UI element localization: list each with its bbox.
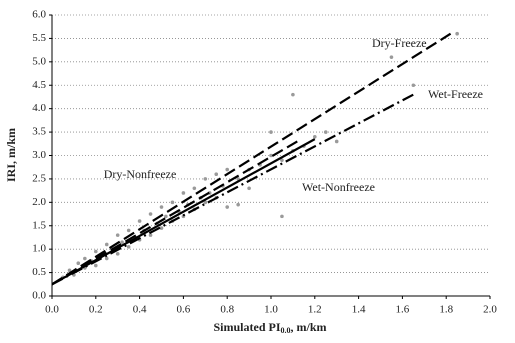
point (67, 268, 72, 273)
x-tick-label: 1.6 (396, 304, 410, 316)
point (225, 205, 229, 209)
x-tick-label: 0.8 (220, 304, 234, 316)
y-tick-label: 4.5 (32, 79, 46, 91)
point (115, 252, 120, 256)
point (280, 158, 284, 162)
y-tick-label: 3.0 (32, 149, 46, 161)
y-tick-label: 5.0 (32, 55, 46, 67)
y-axis-title: IRI, m/km (4, 128, 18, 182)
y-tick-label: 0.5 (32, 266, 46, 278)
x-title-main: Simulated PI (213, 320, 280, 334)
point (94, 249, 98, 254)
point (159, 226, 164, 230)
point (411, 83, 416, 88)
y-tick-label: 4.0 (32, 102, 46, 114)
point (269, 130, 273, 134)
point (280, 214, 284, 219)
x-tick-label: 1.4 (352, 304, 366, 316)
point (269, 153, 273, 158)
point (181, 191, 186, 195)
point (203, 200, 208, 205)
point (148, 233, 153, 237)
point (164, 214, 168, 219)
x-tick-label: 1.0 (264, 304, 278, 316)
point (104, 256, 109, 261)
regression-line (51, 138, 316, 286)
x-tick-label: 1.8 (439, 304, 453, 316)
point (203, 177, 208, 181)
point (126, 228, 131, 233)
x-tick-label: 0.2 (89, 304, 103, 316)
x-tick-label: 0.6 (177, 304, 191, 316)
point (115, 233, 120, 237)
regression-line (51, 93, 414, 286)
point (323, 130, 328, 134)
point (334, 139, 339, 144)
point (170, 200, 175, 205)
series-label: Dry-Nonfreeze (104, 167, 177, 181)
series-label: Wet-Nonfreeze (302, 180, 375, 194)
x-tick-label: 2.0 (483, 304, 497, 316)
x-tick-label: 1.2 (308, 304, 322, 316)
point (225, 167, 229, 172)
point (104, 242, 109, 247)
point (247, 186, 251, 191)
point (313, 134, 317, 139)
y-tick-label: 1.5 (32, 219, 46, 231)
point (94, 263, 98, 268)
series-label: Wet-Freeze (428, 87, 483, 101)
point (291, 92, 295, 97)
regression-line (51, 32, 452, 286)
x-title-sub: 0.0 (281, 326, 291, 335)
point (76, 261, 81, 266)
point (236, 202, 240, 207)
y-tick-label: 5.5 (32, 32, 46, 44)
x-tick-label: 0.0 (45, 304, 59, 316)
point (389, 55, 394, 59)
point (83, 256, 87, 261)
y-tick-label: 2.0 (32, 196, 46, 208)
point (192, 186, 197, 191)
y-tick-label: 1.0 (32, 243, 46, 255)
point (455, 31, 459, 36)
point (159, 205, 164, 209)
point (126, 245, 131, 249)
x-title-unit: , m/km (291, 320, 327, 334)
x-tick-label: 0.4 (133, 304, 147, 316)
point (214, 172, 219, 177)
x-axis-title: Simulated PI0.0, m/km (213, 320, 326, 335)
y-tick-label: 0.0 (32, 290, 46, 302)
y-tick-label: 2.5 (32, 172, 46, 184)
point (137, 219, 142, 223)
regression-line (51, 140, 298, 286)
series-label: Dry-Freeze (372, 36, 427, 50)
y-tick-label: 6.0 (32, 9, 46, 21)
point (148, 212, 153, 216)
y-tick-label: 3.5 (32, 126, 46, 138)
point (120, 240, 124, 244)
